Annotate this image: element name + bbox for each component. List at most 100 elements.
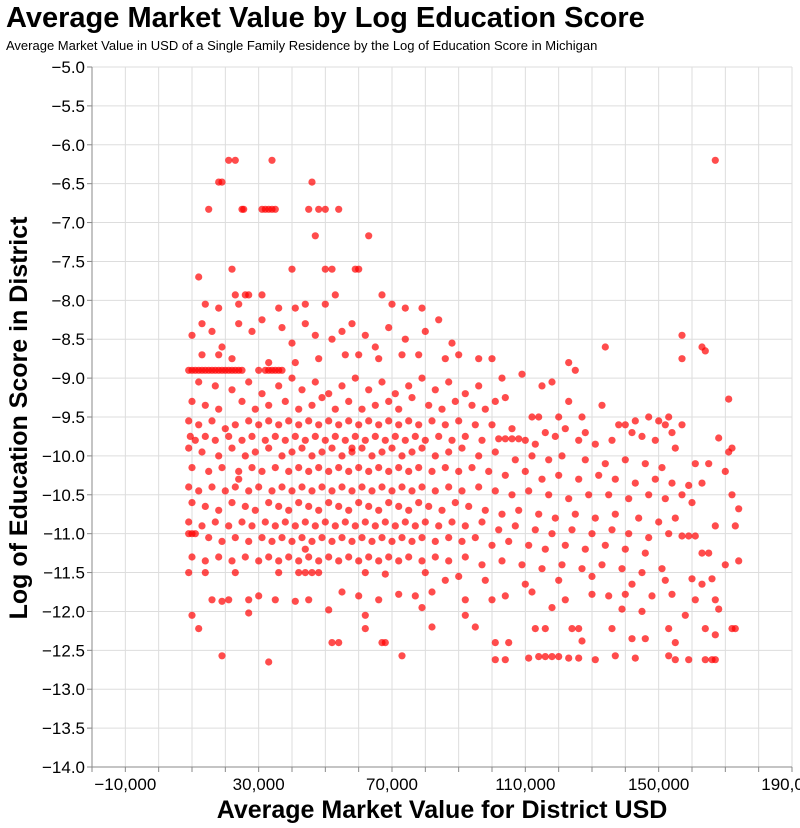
data-point: [431, 553, 439, 561]
data-point: [501, 435, 509, 443]
data-point: [615, 421, 623, 429]
data-point: [198, 320, 206, 328]
data-point: [455, 417, 463, 425]
data-point: [551, 432, 559, 440]
data-point: [435, 316, 443, 324]
data-point: [255, 483, 263, 491]
data-point: [395, 502, 403, 510]
data-point: [318, 534, 326, 542]
data-point: [331, 405, 339, 413]
data-point: [275, 382, 283, 390]
data-point: [591, 440, 599, 448]
data-point: [228, 444, 236, 452]
data-point: [601, 460, 609, 468]
data-point: [275, 421, 283, 429]
data-point: [295, 499, 303, 507]
data-point: [461, 432, 469, 440]
data-point: [315, 557, 323, 565]
data-point: [311, 522, 319, 530]
data-point: [315, 421, 323, 429]
data-point: [455, 351, 463, 359]
data-point: [268, 487, 276, 495]
data-point: [231, 569, 239, 577]
data-point: [728, 444, 736, 452]
data-point: [328, 265, 336, 273]
data-point: [401, 304, 409, 312]
data-point: [501, 394, 509, 402]
data-point: [198, 522, 206, 530]
data-point: [411, 592, 419, 600]
data-point: [345, 506, 353, 514]
data-point: [531, 526, 539, 534]
data-point: [225, 432, 233, 440]
data-point: [338, 327, 346, 335]
data-point: [481, 506, 489, 514]
data-point: [385, 467, 393, 475]
data-point: [691, 596, 699, 604]
data-point: [335, 557, 343, 565]
data-point: [248, 432, 256, 440]
chart-title: Average Market Value by Log Education Sc…: [6, 2, 645, 34]
data-point: [245, 378, 253, 386]
data-point: [231, 291, 239, 299]
data-point: [541, 625, 549, 633]
data-point: [361, 611, 369, 619]
data-point: [355, 421, 363, 429]
data-point: [188, 397, 196, 405]
data-point: [708, 575, 716, 583]
data-point: [361, 331, 369, 339]
y-tick-label: −12.0: [42, 602, 85, 621]
data-point: [398, 351, 406, 359]
data-point: [388, 300, 396, 308]
data-point: [375, 421, 383, 429]
data-point: [491, 448, 499, 456]
data-point: [325, 553, 333, 561]
x-tick-label: 110,000: [495, 775, 555, 794]
y-tick-label: −9.0: [51, 369, 85, 388]
data-point: [245, 609, 253, 617]
data-point: [375, 506, 383, 514]
data-point: [255, 592, 263, 600]
data-point: [661, 576, 669, 584]
data-point: [358, 534, 366, 542]
data-point: [278, 452, 286, 460]
data-point: [325, 417, 333, 425]
data-point: [478, 561, 486, 569]
data-point: [698, 479, 706, 487]
data-point: [528, 588, 536, 596]
data-point: [461, 611, 469, 619]
data-point: [495, 435, 503, 443]
y-tick-label: −8.5: [51, 330, 85, 349]
data-point: [448, 436, 456, 444]
data-point: [651, 436, 659, 444]
data-point: [395, 405, 403, 413]
data-point: [525, 654, 533, 662]
data-point: [211, 436, 219, 444]
data-point: [498, 374, 506, 382]
y-tick-label: −6.0: [51, 136, 85, 155]
data-point: [478, 436, 486, 444]
data-point: [578, 565, 586, 573]
data-point: [265, 499, 273, 507]
data-point: [305, 467, 313, 475]
data-point: [621, 421, 629, 429]
data-point: [248, 522, 256, 530]
data-point: [415, 464, 423, 472]
data-point: [375, 596, 383, 604]
data-point: [581, 456, 589, 464]
x-tick-label: 30,000: [233, 775, 285, 794]
y-tick-label: −5.5: [51, 97, 85, 116]
data-point: [405, 417, 413, 425]
data-point: [655, 417, 663, 425]
data-point: [301, 569, 309, 577]
data-point: [501, 592, 509, 600]
data-point: [398, 534, 406, 542]
data-point: [611, 510, 619, 518]
data-point: [355, 351, 363, 359]
x-tick-label: −10,000: [94, 775, 156, 794]
data-point: [228, 386, 236, 394]
y-tick-label: −10.5: [42, 486, 85, 505]
data-points: [185, 156, 743, 666]
data-point: [458, 444, 466, 452]
data-point: [441, 576, 449, 584]
